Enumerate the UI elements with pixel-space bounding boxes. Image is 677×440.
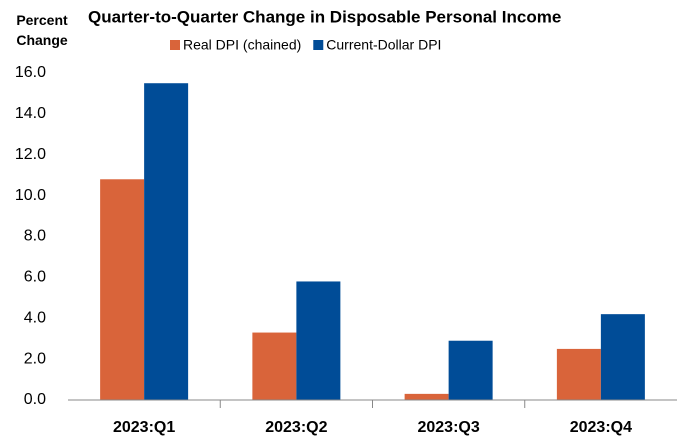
legend-swatch	[313, 40, 324, 50]
bar	[556, 348, 601, 400]
chart-title: Quarter-to-Quarter Change in Disposable …	[88, 7, 561, 26]
y-tick-label: 10.0	[15, 187, 46, 204]
y-tick-label: 8.0	[24, 228, 46, 245]
legend-label: Real DPI (chained)	[183, 37, 301, 53]
legend-swatch	[170, 40, 180, 50]
y-tick-label: 6.0	[24, 269, 46, 286]
x-tick-label: 2023:Q4	[570, 419, 632, 436]
bar	[252, 332, 297, 400]
bar	[448, 340, 493, 400]
x-tick-label: 2023:Q2	[265, 419, 327, 436]
bar	[296, 281, 341, 400]
y-axis-label: Percent Change	[16, 12, 68, 48]
y-tick-label: 0.0	[24, 391, 46, 408]
y-tick-label: 4.0	[24, 309, 46, 326]
legend-label: Current-Dollar DPI	[326, 37, 441, 53]
bar	[404, 393, 449, 400]
bar	[144, 83, 189, 400]
bar	[100, 179, 145, 400]
y-tick-label: 16.0	[15, 64, 46, 81]
y-tick-label: 2.0	[24, 350, 46, 367]
x-tick-label: 2023:Q1	[113, 419, 175, 436]
y-tick-label: 12.0	[15, 146, 46, 163]
bar	[600, 314, 645, 400]
y-tick-label: 14.0	[15, 105, 46, 122]
x-tick-label: 2023:Q3	[417, 419, 479, 436]
